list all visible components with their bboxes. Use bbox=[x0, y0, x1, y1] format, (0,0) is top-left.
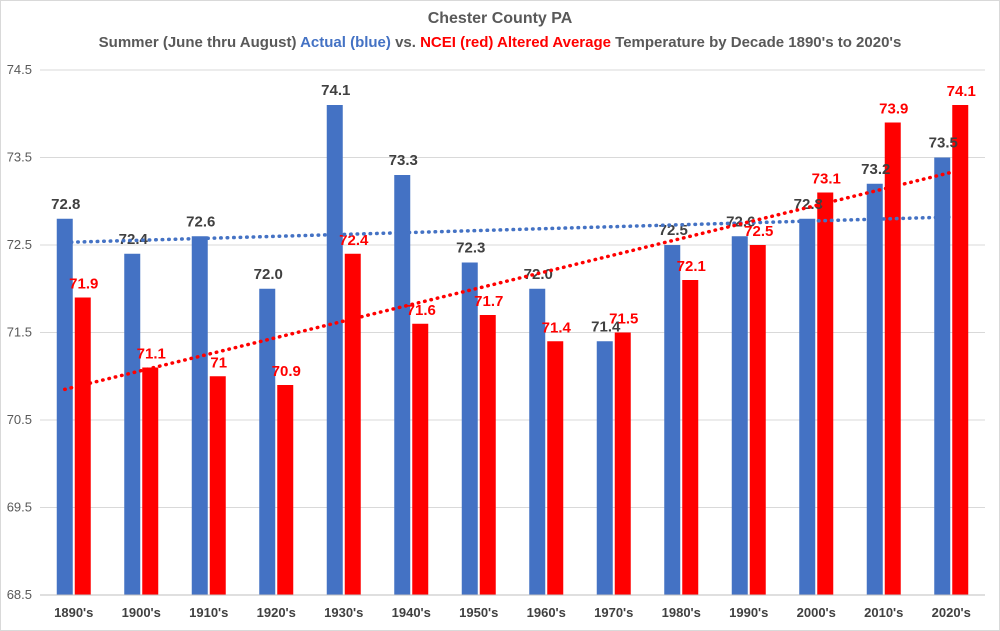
bar-altered-0 bbox=[74, 297, 91, 595]
bar-actual-5 bbox=[394, 175, 411, 595]
y-tick-label-4: 70.5 bbox=[7, 412, 32, 427]
data-label-actual-4: 74.1 bbox=[321, 82, 350, 99]
trendline-altered bbox=[63, 170, 953, 392]
bar-altered-13 bbox=[952, 105, 969, 595]
x-tick-label-2: 1910's bbox=[189, 605, 228, 620]
data-label-actual-12: 73.2 bbox=[861, 161, 890, 178]
data-label-altered-0: 71.9 bbox=[69, 276, 98, 293]
subtitle-actual-label: Actual (blue) bbox=[300, 34, 391, 51]
x-tick-label-12: 2010's bbox=[864, 605, 903, 620]
subtitle-altered-label: NCEI (red) Altered Average bbox=[420, 34, 611, 51]
bar-altered-9 bbox=[682, 280, 699, 595]
y-tick-label-1: 73.5 bbox=[7, 150, 32, 165]
data-label-altered-12: 73.9 bbox=[879, 101, 908, 118]
y-tick-label-3: 71.5 bbox=[7, 325, 32, 340]
x-tick-label-3: 1920's bbox=[257, 605, 296, 620]
data-label-altered-5: 71.6 bbox=[407, 302, 436, 319]
chart-title: Chester County PA bbox=[427, 10, 573, 27]
bar-altered-3 bbox=[277, 385, 294, 595]
data-label-altered-7: 71.4 bbox=[542, 319, 572, 336]
x-tick-label-11: 2000's bbox=[797, 605, 836, 620]
data-label-altered-6: 71.7 bbox=[474, 293, 503, 310]
data-label-actual-8: 71.4 bbox=[591, 318, 621, 335]
bar-actual-9 bbox=[664, 245, 681, 595]
bar-actual-0 bbox=[56, 218, 73, 595]
x-tick-label-9: 1980's bbox=[662, 605, 701, 620]
x-tick-label-13: 2020's bbox=[932, 605, 971, 620]
x-tick-label-0: 1890's bbox=[54, 605, 93, 620]
x-tick-label-5: 1940's bbox=[392, 605, 431, 620]
bar-actual-13 bbox=[934, 157, 951, 595]
bar-actual-2 bbox=[191, 236, 208, 595]
x-tick-label-4: 1930's bbox=[324, 605, 363, 620]
data-label-actual-3: 72.0 bbox=[254, 266, 283, 283]
data-label-actual-11: 72.8 bbox=[794, 196, 823, 213]
data-label-altered-11: 73.1 bbox=[812, 171, 841, 188]
bar-altered-2 bbox=[209, 376, 226, 595]
data-label-altered-3: 70.9 bbox=[272, 363, 301, 380]
bar-altered-6 bbox=[479, 315, 496, 595]
trendline-actual bbox=[63, 215, 953, 245]
x-tick-label-1: 1900's bbox=[122, 605, 161, 620]
subtitle-part-3: Temperature by Decade 1890's to 2020's bbox=[610, 34, 902, 51]
data-label-actual-13: 73.5 bbox=[929, 135, 958, 152]
chart-subtitle: Summer (June thru August) Actual (blue) … bbox=[0, 34, 1000, 51]
data-label-actual-1: 72.4 bbox=[119, 231, 149, 248]
bar-actual-4 bbox=[326, 105, 343, 595]
bar-altered-12 bbox=[884, 122, 901, 595]
subtitle-part-1: Summer (June thru August) bbox=[98, 34, 301, 51]
data-label-altered-1: 71.1 bbox=[137, 346, 166, 363]
bar-altered-4 bbox=[344, 253, 361, 595]
bar-altered-10 bbox=[749, 245, 766, 595]
data-label-actual-0: 72.8 bbox=[51, 196, 80, 213]
bar-actual-7 bbox=[529, 288, 546, 595]
x-tick-label-7: 1960's bbox=[527, 605, 566, 620]
bar-altered-11 bbox=[817, 192, 834, 595]
y-tick-label-2: 72.5 bbox=[7, 237, 32, 252]
bar-altered-5 bbox=[412, 323, 429, 595]
data-label-altered-9: 72.1 bbox=[677, 258, 706, 275]
bar-actual-6 bbox=[461, 262, 478, 595]
y-tick-label-6: 68.5 bbox=[7, 587, 32, 602]
bar-actual-11 bbox=[799, 218, 816, 595]
subtitle-part-2: vs. bbox=[390, 34, 421, 51]
data-label-altered-10: 72.5 bbox=[744, 223, 773, 240]
x-tick-label-8: 1970's bbox=[594, 605, 633, 620]
bar-altered-1 bbox=[142, 367, 159, 595]
data-label-actual-2: 72.6 bbox=[186, 213, 215, 230]
x-tick-label-10: 1990's bbox=[729, 605, 768, 620]
bar-actual-10 bbox=[731, 236, 748, 595]
data-label-actual-5: 73.3 bbox=[389, 152, 418, 169]
data-label-altered-2: 71 bbox=[210, 354, 227, 371]
data-label-altered-13: 74.1 bbox=[947, 83, 976, 100]
data-label-actual-6: 72.3 bbox=[456, 240, 485, 257]
bar-altered-7 bbox=[547, 341, 564, 595]
bar-altered-8 bbox=[614, 332, 631, 595]
y-tick-label-0: 74.5 bbox=[7, 62, 32, 77]
bar-actual-8 bbox=[596, 341, 613, 595]
y-tick-label-5: 69.5 bbox=[7, 500, 32, 515]
data-label-altered-8: 71.5 bbox=[609, 311, 638, 328]
bar-actual-12 bbox=[866, 183, 883, 595]
bar-actual-3 bbox=[259, 288, 276, 595]
x-tick-label-6: 1950's bbox=[459, 605, 498, 620]
data-label-altered-4: 72.4 bbox=[339, 232, 369, 249]
bar-actual-1 bbox=[124, 253, 141, 595]
data-label-actual-9: 72.5 bbox=[659, 222, 688, 239]
